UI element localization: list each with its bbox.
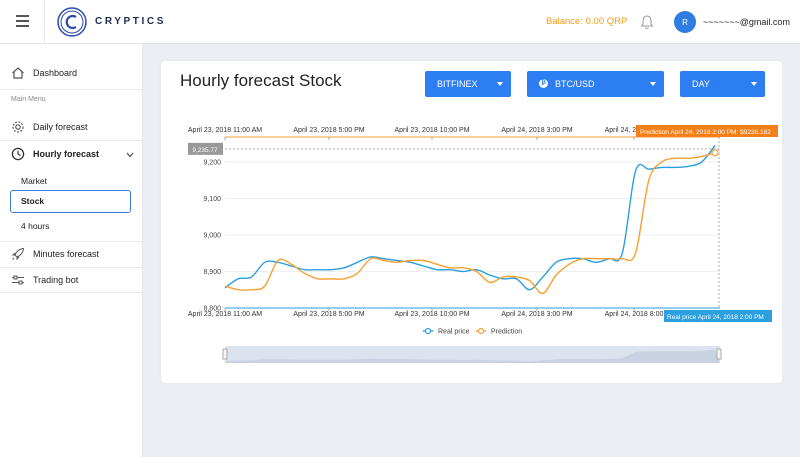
- sidebar-divider: [0, 241, 143, 242]
- balance-text: Balance: 0.00 QRP: [546, 16, 628, 27]
- forecast-card: [161, 61, 782, 383]
- pair-dropdown[interactable]: ₿ BTC/USD: [527, 71, 664, 97]
- page-title: Hourly forecast Stock: [180, 71, 342, 90]
- range-handle-right[interactable]: [716, 348, 722, 360]
- menu-icon[interactable]: [16, 15, 29, 27]
- sidebar-divider: [0, 292, 143, 293]
- sidebar-item-daily-forecast[interactable]: Daily forecast: [0, 115, 143, 139]
- range-handle-left[interactable]: [222, 348, 228, 360]
- sidebar-item-label: Dashboard: [33, 68, 78, 78]
- brand-name: CRYPTICS: [95, 16, 166, 27]
- sidebar-subitem-label: Stock: [21, 196, 45, 206]
- period-dropdown-label: DAY: [692, 79, 710, 89]
- top-bar: CRYPTICS Balance: 0.00 QRP R ~~~~~~~@gma…: [0, 0, 800, 44]
- sidebar-item-label: Minutes forecast: [33, 249, 100, 259]
- sidebar-divider: [0, 89, 143, 90]
- sidebar-divider: [0, 140, 143, 141]
- sidebar-subitem-stock[interactable]: Stock: [10, 190, 131, 213]
- clock-icon: [11, 147, 25, 161]
- sidebar-item-hourly-forecast[interactable]: Hourly forecast: [0, 142, 143, 166]
- pair-dropdown-label: BTC/USD: [555, 79, 595, 89]
- sidebar-item-label: Hourly forecast: [33, 149, 100, 159]
- chevron-down-icon[interactable]: [126, 152, 134, 158]
- exchange-dropdown-label: BITFINEX: [437, 79, 478, 89]
- rocket-icon: [11, 247, 25, 261]
- caret-down-icon: [650, 82, 656, 86]
- sidebar-item-trading-bot[interactable]: Trading bot: [0, 268, 143, 292]
- sidebar-subitem-market[interactable]: Market: [21, 176, 47, 186]
- sidebar: Dashboard Main Menu Daily forecast Hourl…: [0, 44, 143, 457]
- cryptics-logo-icon: [57, 7, 87, 37]
- avatar[interactable]: R: [674, 11, 696, 33]
- sidebar-item-minutes-forecast[interactable]: Minutes forecast: [0, 242, 143, 266]
- sliders-icon: [12, 275, 24, 285]
- user-email[interactable]: ~~~~~~~@gmail.com: [703, 17, 790, 27]
- caret-down-icon: [497, 82, 503, 86]
- gear-icon: [12, 121, 24, 133]
- home-icon: [12, 67, 24, 79]
- sidebar-item-dashboard[interactable]: Dashboard: [0, 61, 143, 85]
- topbar-divider: [44, 0, 45, 44]
- exchange-dropdown[interactable]: BITFINEX: [425, 71, 511, 97]
- sidebar-subitem-4-hours[interactable]: 4 hours: [21, 221, 50, 231]
- caret-down-icon: [751, 82, 757, 86]
- sidebar-section-header: Main Menu: [11, 96, 46, 103]
- sidebar-divider: [0, 267, 143, 268]
- bitcoin-icon: ₿: [539, 79, 548, 88]
- sidebar-item-label: Trading bot: [33, 275, 79, 285]
- bell-icon[interactable]: [640, 14, 654, 30]
- period-dropdown[interactable]: DAY: [680, 71, 765, 97]
- sidebar-item-label: Daily forecast: [33, 122, 88, 132]
